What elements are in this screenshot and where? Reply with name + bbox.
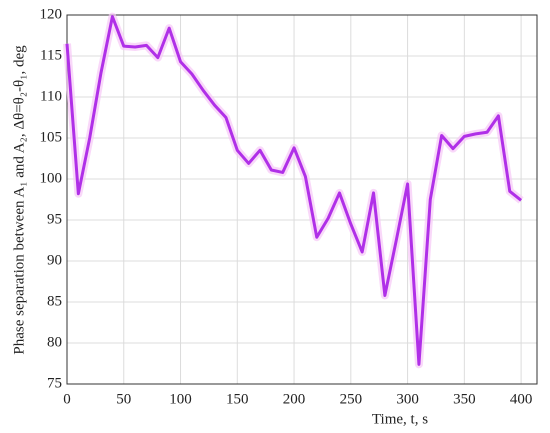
plot-frame xyxy=(66,14,538,385)
x-tick-label: 400 xyxy=(510,391,533,407)
y-tick-label: 115 xyxy=(40,47,62,63)
x-tick-label: 350 xyxy=(453,391,476,407)
y-tick-label: 80 xyxy=(47,334,62,350)
x-tick-label: 250 xyxy=(340,391,363,407)
y-tick-label: 120 xyxy=(40,6,63,22)
y-tick-label: 105 xyxy=(40,129,63,145)
y-tick-label: 95 xyxy=(47,211,62,227)
y-tick-label: 100 xyxy=(40,170,63,186)
y-tick-label: 85 xyxy=(47,293,62,309)
line xyxy=(65,15,523,366)
x-tick-label: 150 xyxy=(226,391,249,407)
x-axis-label: Time, t, s xyxy=(372,411,428,427)
x-tick-label: 300 xyxy=(396,391,419,407)
x-tick-label: 200 xyxy=(283,391,306,407)
y-tick-label: 90 xyxy=(47,252,62,268)
x-tick-label: 50 xyxy=(116,391,131,407)
y-tick-label: 110 xyxy=(40,88,62,104)
y-axis-label: Phase separation between A₁ and A₂, Δθ=θ… xyxy=(11,45,27,355)
x-tick-label: 0 xyxy=(63,391,71,407)
x-tick-label: 100 xyxy=(169,391,192,407)
y-tick-label: 75 xyxy=(47,375,62,391)
